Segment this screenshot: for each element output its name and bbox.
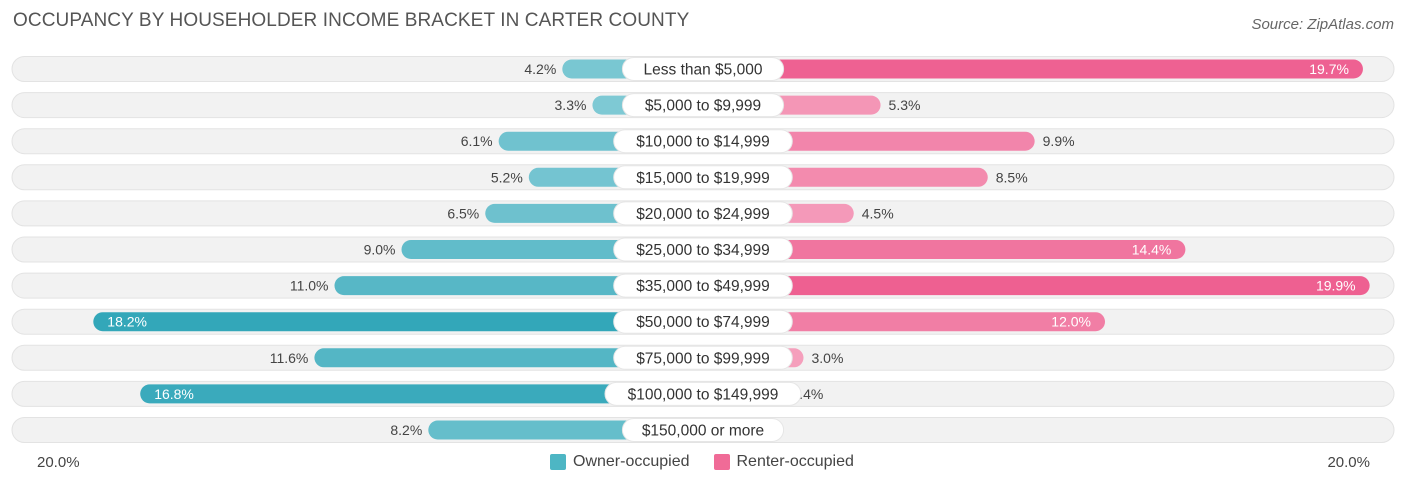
axis-min-label: 20.0% (37, 454, 80, 471)
category-pill (621, 57, 785, 81)
owner-value-label: 11.0% (290, 278, 329, 294)
owner-value-label: 18.2% (107, 314, 147, 330)
category-label: $150,000 or more (642, 423, 764, 440)
category-label: $15,000 to $19,999 (636, 170, 770, 187)
category-label: Less than $5,000 (644, 62, 763, 79)
category-label: $75,000 to $99,999 (636, 350, 770, 367)
renter-value-label: 8.5% (996, 169, 1028, 185)
chart-title: OCCUPANCY BY HOUSEHOLDER INCOME BRACKET … (13, 10, 690, 31)
owner-bar (334, 276, 703, 296)
renter-value-label: 19.9% (1316, 278, 1356, 294)
owner-value-label: 11.6% (270, 350, 309, 366)
renter-value-label: 12.0% (1051, 314, 1091, 330)
legend-item-owner[interactable]: Owner-occupied (550, 453, 690, 471)
category-pill (613, 345, 793, 370)
owner-value-label: 8.2% (390, 422, 422, 438)
owner-value-label: 3.3% (555, 97, 587, 113)
renter-value-label: 19.7% (1309, 61, 1349, 77)
owner-bar (314, 348, 703, 368)
renter-bar (703, 276, 1370, 296)
legend: Owner-occupied Renter-occupied (550, 453, 878, 471)
renter-bar (703, 312, 1105, 332)
owner-bar (93, 312, 704, 332)
owner-value-label: 6.5% (447, 205, 479, 221)
renter-value-label: 14.4% (1132, 242, 1172, 258)
category-label: $35,000 to $49,999 (636, 278, 770, 295)
category-pill (613, 129, 793, 154)
category-pill (613, 165, 793, 190)
category-label: $100,000 to $149,999 (628, 386, 779, 403)
owner-value-label: 9.0% (364, 242, 396, 258)
legend-label-renter: Renter-occupied (736, 453, 854, 470)
renter-value-label: 5.3% (889, 97, 921, 113)
axis-max-label: 20.0% (1327, 454, 1370, 471)
category-pill (613, 309, 793, 334)
owner-value-label: 6.1% (461, 133, 493, 149)
owner-value-label: 4.2% (524, 61, 556, 77)
renter-bar (703, 59, 1363, 79)
category-pill (604, 381, 802, 406)
category-pill (621, 418, 785, 442)
category-label: $5,000 to $9,999 (645, 98, 761, 115)
source-note: Source: ZipAtlas.com (1251, 16, 1394, 33)
renter-value-label: 9.9% (1043, 133, 1075, 149)
category-pill (613, 273, 793, 298)
category-label: $20,000 to $24,999 (636, 206, 770, 223)
legend-item-renter[interactable]: Renter-occupied (713, 453, 854, 471)
owner-value-label: 16.8% (154, 386, 194, 402)
category-pill (621, 93, 785, 118)
renter-bar (703, 240, 1186, 259)
owner-value-label: 5.2% (491, 169, 523, 185)
category-label: $50,000 to $74,999 (636, 314, 770, 331)
owner-bar (140, 384, 703, 404)
category-pill (613, 201, 793, 226)
renter-value-label: 3.0% (812, 350, 844, 366)
legend-swatch-renter (713, 454, 730, 470)
category-label: $25,000 to $34,999 (636, 242, 770, 259)
category-label: $10,000 to $14,999 (636, 134, 770, 151)
renter-value-label: 4.5% (862, 205, 894, 221)
legend-swatch-owner (550, 454, 566, 470)
legend-label-owner: Owner-occupied (573, 453, 690, 470)
category-pill (613, 237, 793, 262)
